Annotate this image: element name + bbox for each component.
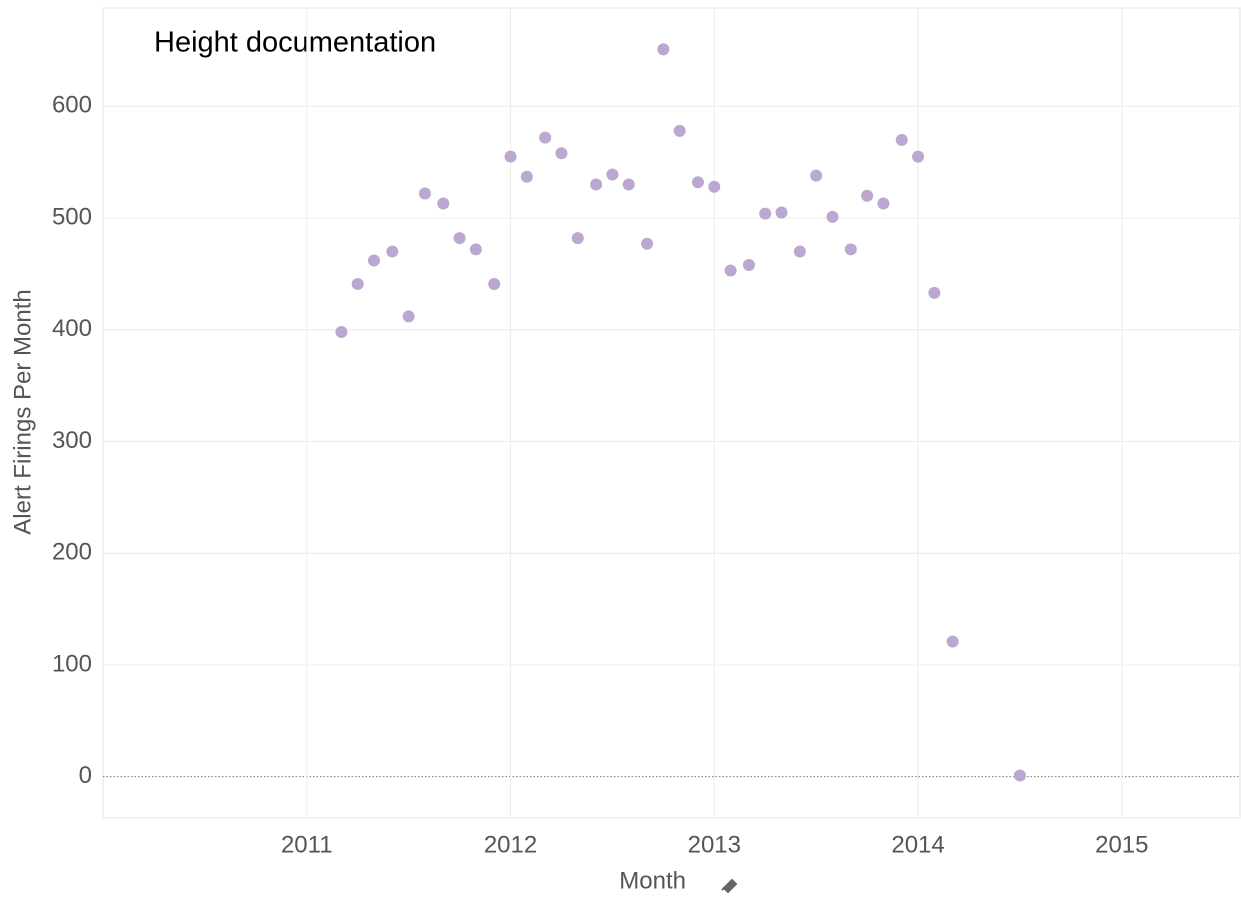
point	[335, 326, 348, 338]
point	[622, 178, 635, 191]
point	[895, 133, 908, 146]
point	[520, 170, 533, 183]
point	[708, 180, 721, 193]
point	[590, 178, 603, 191]
point	[488, 277, 501, 290]
point	[877, 197, 890, 210]
y-tick-label: 0	[79, 762, 92, 789]
y-tick-label: 200	[52, 539, 92, 566]
x-tick-label: 2011	[281, 831, 333, 858]
point	[775, 206, 788, 219]
point	[691, 176, 704, 189]
point	[946, 635, 959, 648]
x-tick-label: 2015	[1095, 831, 1148, 858]
point	[759, 207, 772, 220]
chart-title: Height documentation	[154, 27, 436, 59]
x-axis-label: Month	[619, 867, 686, 894]
point	[724, 264, 737, 277]
point	[793, 245, 806, 258]
point	[402, 310, 415, 323]
point	[469, 243, 482, 256]
point	[418, 187, 431, 200]
y-axis-label: Alert Firings Per Month	[9, 289, 36, 534]
y-tick-label: 100	[52, 650, 92, 677]
point	[437, 197, 450, 210]
point	[912, 150, 925, 163]
point	[386, 245, 399, 258]
point	[571, 232, 584, 245]
y-tick-label: 300	[52, 427, 92, 454]
plot-frame	[102, 7, 1241, 819]
point	[453, 232, 466, 245]
point	[641, 237, 654, 250]
y-tick-label: 400	[52, 315, 92, 342]
y-tick-label: 600	[52, 92, 92, 119]
point	[606, 168, 619, 181]
point	[539, 131, 552, 144]
point	[742, 258, 755, 271]
point	[1013, 769, 1026, 782]
x-tick-label: 2013	[688, 831, 741, 858]
point	[504, 150, 517, 163]
y-tick-label: 500	[52, 203, 92, 230]
point	[861, 189, 874, 202]
x-tick-label: 2012	[484, 831, 537, 858]
point	[555, 147, 568, 160]
pin-icon	[721, 878, 738, 894]
point	[657, 43, 670, 56]
x-tick-label: 2014	[891, 831, 944, 858]
point	[844, 243, 857, 256]
point	[351, 277, 364, 290]
point	[673, 124, 686, 137]
point	[928, 286, 941, 299]
point	[810, 169, 823, 182]
point	[368, 254, 381, 267]
point	[826, 210, 839, 223]
